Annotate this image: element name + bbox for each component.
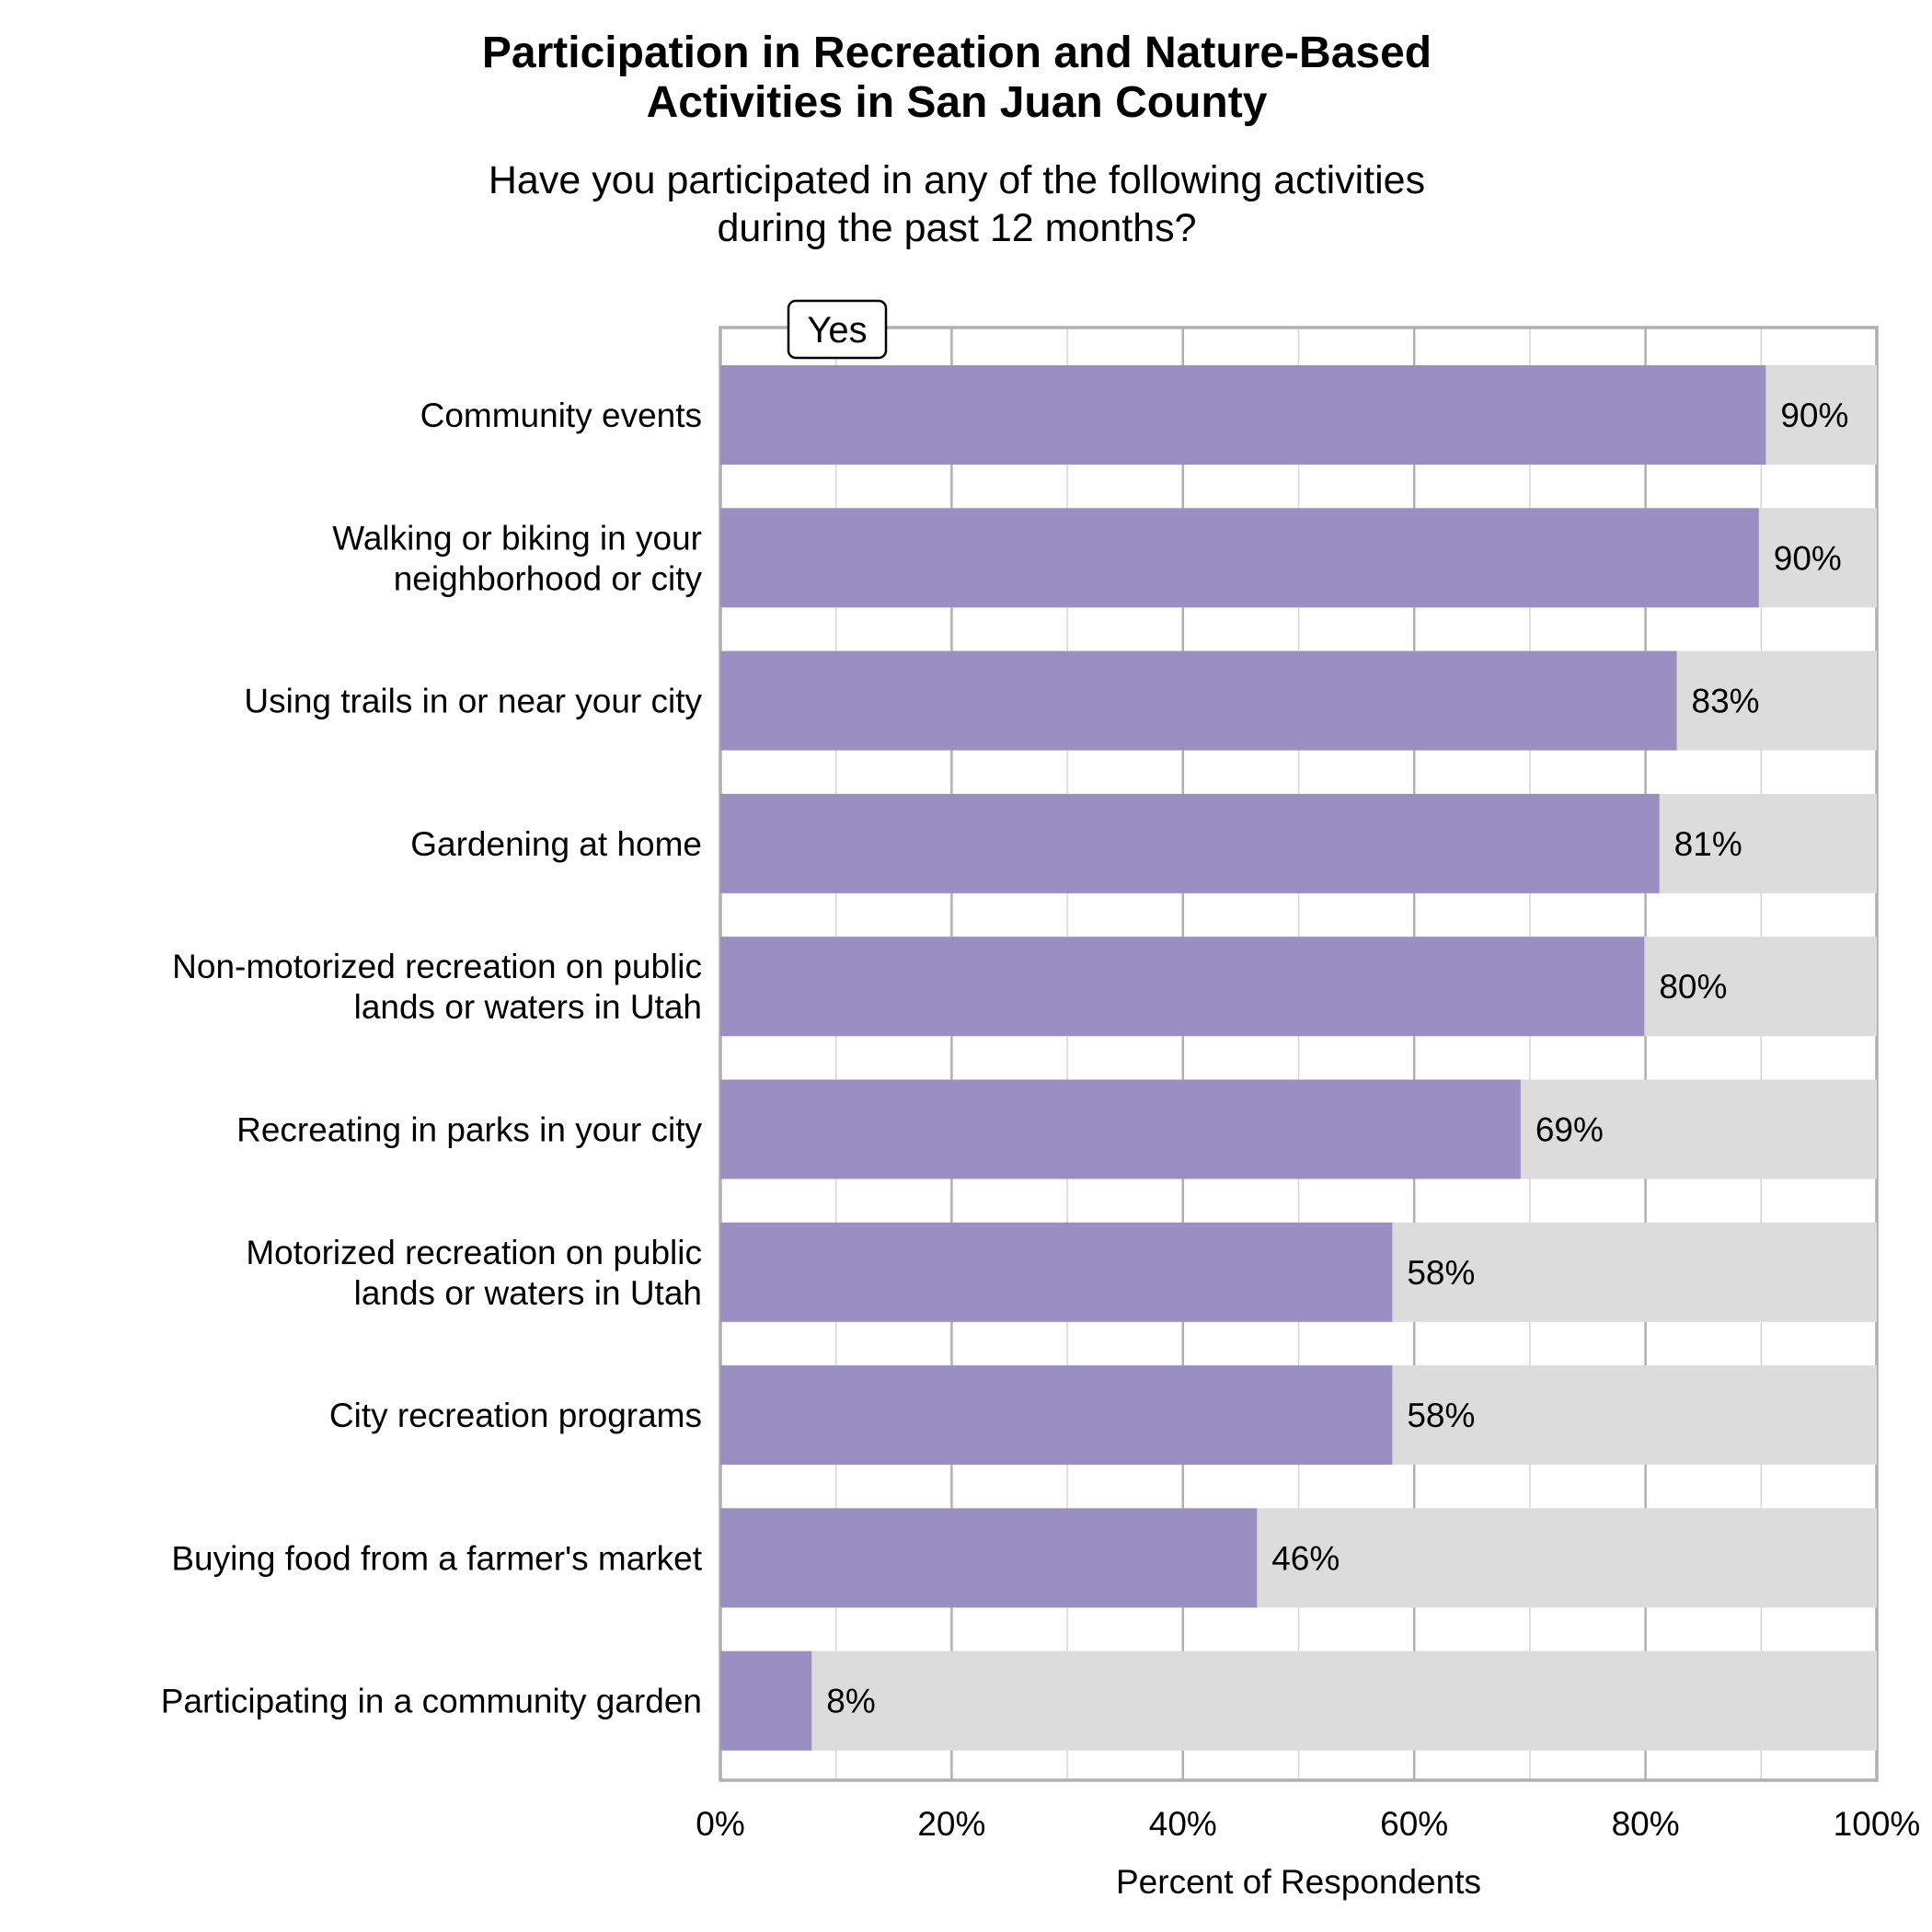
category-label: City recreation programs — [329, 1397, 702, 1434]
legend-box — [787, 299, 888, 360]
category-labels: Community events Walking or biking in you… — [161, 397, 703, 1720]
category-label: Recreating in parks in your city — [236, 1111, 702, 1149]
chart-subtitle: Have you participated in any of the foll… — [489, 158, 1425, 202]
x-tick-label: 20% — [917, 1805, 985, 1843]
category-label: Community events — [420, 397, 702, 434]
x-tick-label: 100% — [1834, 1805, 1921, 1843]
data-label: 90% — [1780, 397, 1848, 434]
bar-yes — [720, 1365, 1393, 1466]
x-tick-label: 40% — [1149, 1805, 1217, 1843]
category-label: Using trails in or near your city — [244, 683, 702, 720]
plot-border — [719, 326, 1879, 1782]
data-label: 81% — [1674, 825, 1742, 863]
chart-titles: Participation in Recreation and Nature-B… — [482, 29, 1432, 250]
category-label: lands or waters in Utah — [354, 988, 702, 1026]
x-tick-label: 60% — [1380, 1805, 1448, 1843]
category-label: Motorized recreation on public — [246, 1234, 702, 1271]
bar-yes — [720, 1650, 812, 1751]
legend: Yes — [787, 299, 888, 360]
bar-yes — [720, 937, 1645, 1037]
category-label: Walking or biking in your — [332, 519, 702, 557]
data-label: 58% — [1407, 1397, 1475, 1434]
x-axis: 0% 20% 40% 60% 80% 100% Percent of Respondents — [696, 1805, 1920, 1901]
category-label: Gardening at home — [410, 825, 702, 863]
legend-label: Yes — [807, 310, 867, 351]
bars: 90% 90% 83% 81% 80% 69% 58% 58% 46% 8% — [720, 365, 1877, 1751]
bar-remainder — [720, 1650, 1877, 1751]
bar-yes — [720, 1222, 1393, 1322]
bar-yes — [720, 365, 1766, 465]
data-label: 69% — [1535, 1111, 1604, 1149]
bar-yes — [720, 650, 1677, 751]
category-label: lands or waters in Utah — [354, 1274, 702, 1312]
chart-title: Participation in Recreation and Nature-B… — [482, 29, 1432, 77]
category-label: Non-motorized recreation on public — [172, 948, 702, 985]
category-label: Buying food from a farmer's market — [171, 1539, 702, 1577]
data-label: 58% — [1407, 1254, 1475, 1292]
x-tick-label: 80% — [1612, 1805, 1680, 1843]
category-label: neighborhood or city — [394, 559, 703, 597]
data-label: 83% — [1692, 683, 1760, 720]
data-label: 90% — [1774, 539, 1842, 577]
bar-yes — [720, 508, 1759, 608]
bar-yes — [720, 1508, 1258, 1608]
data-label: 8% — [826, 1683, 875, 1720]
bar-yes — [720, 1079, 1521, 1179]
chart-subtitle: during the past 12 months? — [717, 206, 1196, 250]
x-tick-label: 0% — [696, 1805, 744, 1843]
bar-yes — [720, 793, 1660, 893]
data-label: 46% — [1271, 1539, 1340, 1577]
category-label: Participating in a community garden — [161, 1683, 702, 1720]
data-label: 80% — [1659, 968, 1727, 1006]
x-axis-title: Percent of Respondents — [1116, 1863, 1481, 1901]
chart-title: Activities in San Juan County — [647, 78, 1268, 127]
